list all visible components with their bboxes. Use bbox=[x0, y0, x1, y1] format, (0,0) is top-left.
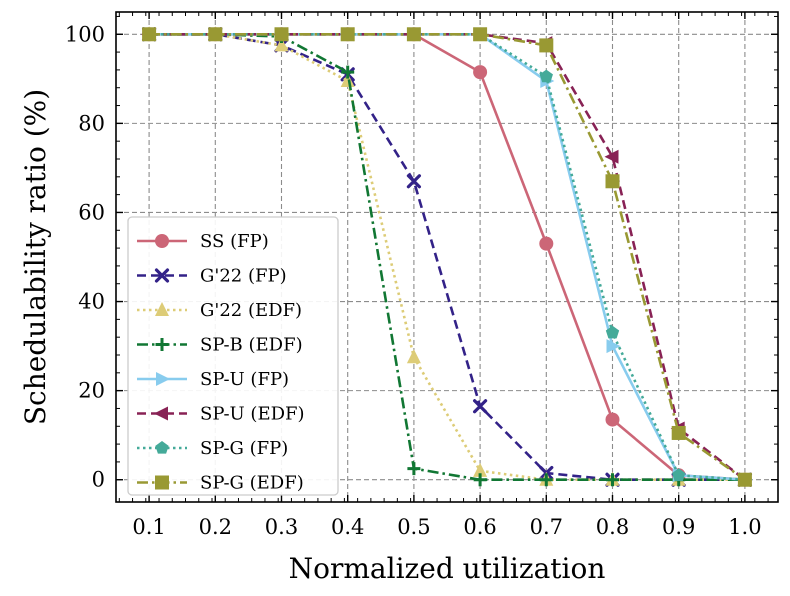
data-point bbox=[605, 325, 620, 339]
data-point bbox=[605, 174, 620, 189]
x-tick-label: 0.5 bbox=[397, 515, 430, 539]
data-point bbox=[473, 399, 488, 414]
legend-label: SP-U (EDF) bbox=[200, 404, 305, 425]
legend-marker bbox=[155, 441, 169, 454]
legend-label: G'22 (EDF) bbox=[200, 300, 302, 321]
x-axis-label: Normalized utilization bbox=[289, 552, 606, 585]
data-point bbox=[208, 27, 223, 42]
legend-marker bbox=[155, 338, 169, 351]
data-point bbox=[672, 468, 686, 481]
x-tick-label: 0.9 bbox=[662, 515, 695, 539]
x-tick-labels: 0.1 0.2 0.3 0.4 0.5 0.6 0.7 0.8 0.9 1.0 bbox=[132, 515, 761, 539]
y-tick-labels: 0 20 40 60 80 100 bbox=[65, 22, 105, 491]
data-point bbox=[406, 27, 421, 42]
legend-item: SS (FP) bbox=[137, 231, 269, 252]
y-tick-label: 20 bbox=[78, 379, 105, 403]
y-tick-label: 40 bbox=[78, 290, 105, 314]
axis-ticks bbox=[116, 12, 778, 502]
data-point bbox=[473, 27, 488, 42]
legend-item: SP-U (FP) bbox=[137, 369, 289, 390]
data-point bbox=[671, 425, 686, 440]
x-tick-label: 1.0 bbox=[728, 515, 761, 539]
y-axis-label: Schedulability ratio (%) bbox=[19, 89, 52, 425]
legend-item: G'22 (FP) bbox=[137, 266, 287, 287]
legend-marker bbox=[154, 406, 168, 421]
legend-item: SP-U (EDF) bbox=[137, 404, 305, 425]
legend-marker bbox=[155, 302, 169, 316]
data-point bbox=[737, 472, 752, 487]
data-point bbox=[605, 412, 620, 427]
data-point bbox=[604, 149, 619, 164]
data-point bbox=[606, 473, 619, 487]
data-point bbox=[274, 37, 289, 52]
legend-label: G'22 (FP) bbox=[200, 266, 287, 287]
legend-label: SS (FP) bbox=[200, 231, 269, 252]
data-point bbox=[142, 27, 157, 42]
data-point bbox=[539, 38, 554, 53]
series-line bbox=[149, 32, 745, 482]
legend-label: SP-B (EDF) bbox=[200, 335, 303, 356]
legend-marker bbox=[155, 234, 169, 248]
x-tick-label: 0.7 bbox=[530, 515, 563, 539]
legend-label: SP-U (FP) bbox=[200, 369, 289, 390]
x-tick-label: 0.3 bbox=[265, 515, 298, 539]
y-tick-label: 0 bbox=[92, 468, 105, 492]
legend-marker bbox=[155, 475, 169, 490]
data-point bbox=[539, 69, 553, 83]
y-tick-label: 60 bbox=[78, 200, 105, 224]
data-point bbox=[473, 473, 487, 487]
legend-label: SP-G (EDF) bbox=[200, 473, 304, 494]
legend-item: G'22 (EDF) bbox=[137, 300, 302, 321]
y-tick-label: 100 bbox=[65, 22, 105, 46]
legend-box bbox=[127, 216, 339, 496]
data-point bbox=[473, 462, 488, 477]
legend-marker bbox=[154, 268, 170, 283]
series-layer bbox=[141, 26, 753, 487]
legend: SS (FP) G'22 (FP) G'22 (EDF) SP-B (EDF) SP-U… bbox=[127, 216, 339, 496]
x-tick-label: 0.2 bbox=[199, 515, 232, 539]
legend-marker bbox=[156, 372, 170, 386]
data-point bbox=[473, 65, 488, 80]
data-point bbox=[606, 339, 621, 354]
x-tick-label: 0.8 bbox=[596, 515, 629, 539]
data-point bbox=[340, 27, 355, 42]
data-point bbox=[406, 349, 421, 364]
series-line bbox=[149, 32, 745, 482]
legend-label: SP-G (FP) bbox=[200, 438, 288, 459]
data-point bbox=[406, 174, 421, 189]
data-point bbox=[539, 236, 554, 251]
legend-item: SP-B (EDF) bbox=[137, 335, 303, 356]
legend-item: SP-G (EDF) bbox=[137, 473, 304, 494]
x-tick-label: 0.4 bbox=[331, 515, 364, 539]
data-point bbox=[341, 65, 355, 79]
x-tick-label: 0.6 bbox=[463, 515, 496, 539]
series-7 bbox=[142, 27, 752, 487]
data-point bbox=[407, 462, 421, 476]
data-point bbox=[274, 27, 289, 42]
y-tick-label: 80 bbox=[78, 111, 105, 135]
x-tick-label: 0.1 bbox=[132, 515, 165, 539]
series-line bbox=[149, 32, 746, 481]
plot-frame bbox=[115, 11, 779, 503]
legend-item: SP-G (FP) bbox=[137, 438, 288, 459]
data-point bbox=[340, 73, 355, 88]
data-point bbox=[539, 473, 553, 487]
